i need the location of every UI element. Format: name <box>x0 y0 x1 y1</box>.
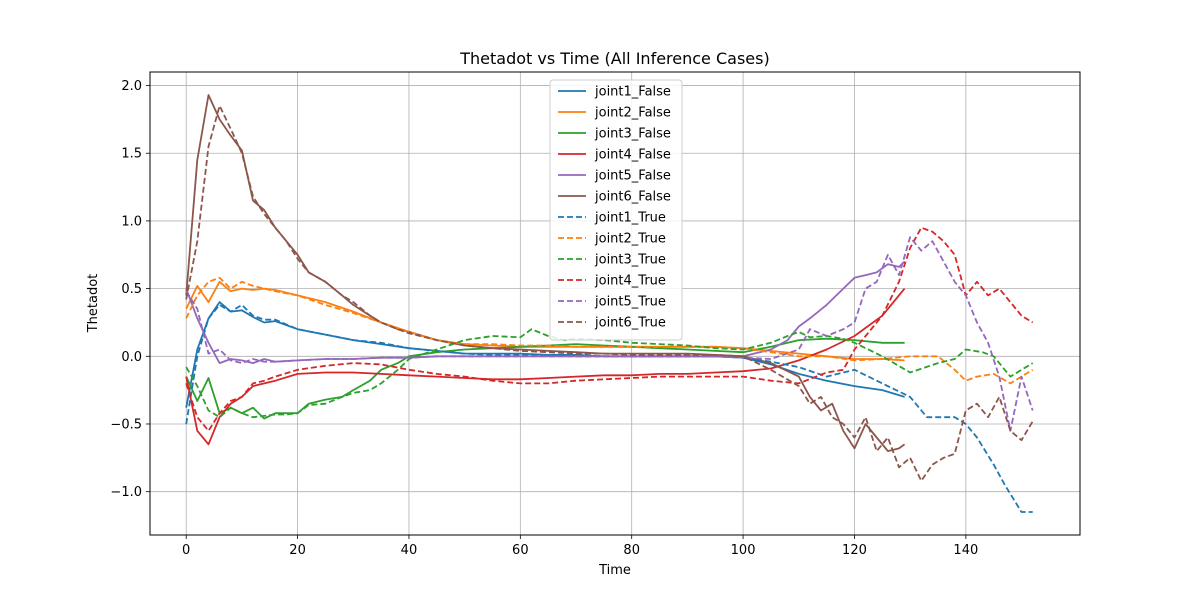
legend: joint1_False joint2_False joint3_Falsejoin… <box>549 79 683 341</box>
y-tick-label: −1.0 <box>110 485 142 500</box>
x-tick-label: 100 <box>731 543 756 558</box>
x-tick-label: 20 <box>289 543 306 558</box>
x-tick-label: 80 <box>623 543 640 558</box>
legend-label: joint3_False <box>594 127 671 142</box>
ticks: 0 20 40 60 80 100 120 140 −1.0 −0.5 0.0 0.5 1.0 1.5 2.… <box>110 79 978 558</box>
legend-label: joint3_True <box>594 253 666 268</box>
series-line-joint5_True <box>185 236 1034 432</box>
chart-title: Thetadot vs Time (All Inference Cases) <box>459 49 769 68</box>
legend-label: joint5_False <box>594 169 671 184</box>
legend-label: joint4_False <box>594 148 671 163</box>
legend-box <box>549 79 683 341</box>
legend-label: joint5_True <box>594 295 666 310</box>
legend-label: joint6_True <box>594 316 666 331</box>
y-tick-label: 0.5 <box>121 282 142 297</box>
series-line-joint4_True <box>185 226 1034 432</box>
series-line-joint3_False <box>185 337 905 420</box>
series-line-joint2_True <box>185 276 1034 385</box>
series-lines <box>185 94 1034 513</box>
legend-label: joint1_True <box>594 211 666 226</box>
legend-label: joint4_True <box>594 274 666 289</box>
x-tick-label: 40 <box>401 543 418 558</box>
legend-label: joint2_True <box>594 232 666 247</box>
y-tick-label: 1.5 <box>121 147 142 162</box>
series-line-joint6_False <box>185 94 906 453</box>
y-tick-label: 2.0 <box>121 79 142 94</box>
y-tick-label: −0.5 <box>110 417 142 432</box>
y-axis-label: Thetadot <box>86 274 101 334</box>
legend-label: joint2_False <box>594 106 671 121</box>
plot-frame <box>149 71 1081 536</box>
y-tick-label: 1.0 <box>121 214 142 229</box>
x-tick-label: 140 <box>953 543 978 558</box>
x-axis-label: Time <box>598 563 631 578</box>
legend-label: joint1_False <box>594 85 671 100</box>
x-tick-label: 60 <box>512 543 529 558</box>
y-tick-label: 0.0 <box>121 350 142 365</box>
legend-label: joint6_False <box>594 190 671 205</box>
series-line-joint6_True <box>185 104 1034 482</box>
x-tick-label: 120 <box>842 543 867 558</box>
x-tick-label: 0 <box>182 543 190 558</box>
